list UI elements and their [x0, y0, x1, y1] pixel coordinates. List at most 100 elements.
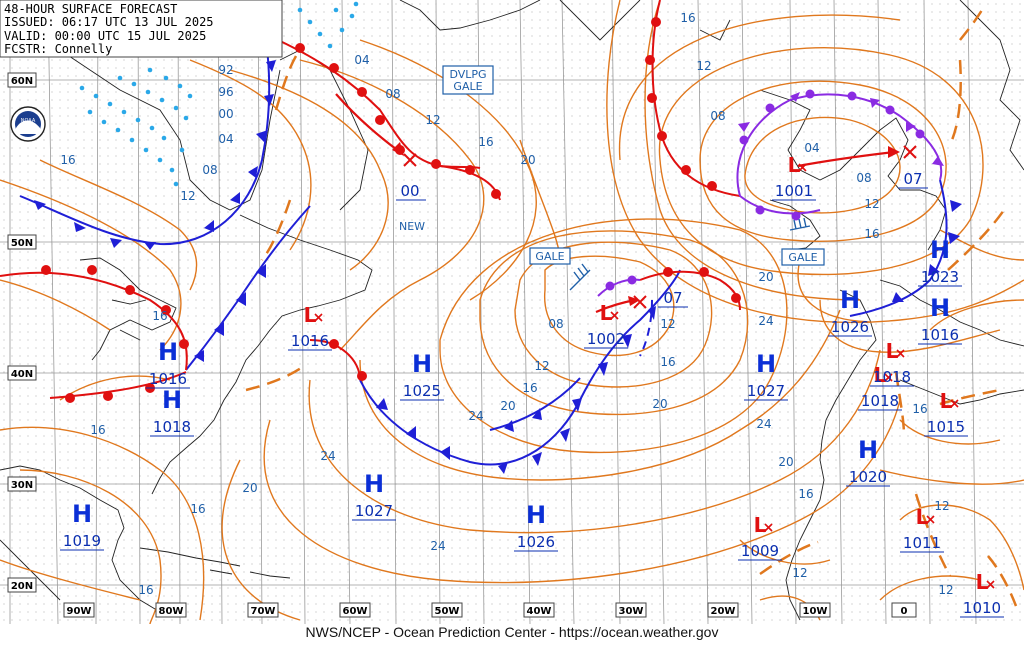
forecast-position-labels: 00 07 07 — [396, 170, 928, 308]
lon-label: 0 — [901, 606, 908, 617]
low-pressure-value: 1018 — [861, 392, 899, 410]
lon-label: 30W — [619, 606, 644, 617]
isobar-label: 16 — [478, 135, 493, 149]
isobar-label: 24 — [758, 314, 773, 328]
high-pressure-symbol: H — [858, 436, 878, 464]
low-pressure-value: 1018 — [873, 368, 911, 386]
isobar-label: 16 — [138, 583, 153, 597]
warning-labels: DVLPG GALE GALE GALE NEW — [399, 65, 825, 266]
trough-purple — [639, 299, 653, 357]
cold-fronts — [19, 39, 962, 474]
low-center-mark — [314, 313, 323, 322]
lon-label: 10W — [803, 606, 828, 617]
low-pressure-symbol: L — [600, 301, 613, 325]
isobar-label: 08 — [202, 163, 217, 177]
isobar-label: 16 — [660, 355, 675, 369]
isobar-label: 08 — [710, 109, 725, 123]
forecast-header: 48-HOUR SURFACE FORECAST ISSUED: 06:17 U… — [0, 0, 283, 58]
lon-label: 80W — [159, 606, 184, 617]
isobar-label: 16 — [60, 153, 75, 167]
isobar-label: 16 — [912, 402, 927, 416]
lat-label: 60N — [11, 76, 33, 87]
low-pressure-symbol: L — [788, 153, 801, 177]
sea-ice — [79, 1, 359, 187]
high-pressure-symbol: H — [840, 286, 860, 314]
isobar-label: 24 — [756, 417, 771, 431]
isobar-label: 24 — [320, 449, 335, 463]
isobar-label: 12 — [425, 113, 440, 127]
high-pressure-value: 1020 — [849, 468, 887, 486]
low-center-mark — [884, 373, 893, 382]
longitude-labels: 90W 80W 70W 60W 50W 40W 30W 20W 10W 0 — [63, 602, 917, 618]
isobar-label: 20 — [500, 399, 515, 413]
isobar-label: 96 — [218, 85, 233, 99]
low-pressure-value: 1011 — [903, 534, 941, 552]
latitude-labels: 60N 50N 40N 30N 20N — [7, 72, 37, 593]
isobar-labels-extra: 16 24 24 20 16 12 12 — [152, 309, 953, 597]
low-pressure-symbol: L — [754, 513, 767, 537]
isobar-label: 08 — [856, 171, 871, 185]
footer-credit: NWS/NCEP - Ocean Prediction Center - htt… — [305, 624, 719, 640]
new-label: NEW — [399, 220, 425, 233]
isobar-label: 16 — [152, 309, 167, 323]
isobar-label: 00 — [218, 107, 233, 121]
isobar-label: 12 — [534, 359, 549, 373]
high-pressure-value: 1027 — [355, 502, 393, 520]
high-pressure-value: 1026 — [831, 318, 869, 336]
isobar-label: 04 — [354, 53, 369, 67]
isobar-label: 20 — [652, 397, 667, 411]
header-title: 48-HOUR SURFACE FORECAST — [4, 2, 177, 16]
high-pressure-value: 1016 — [149, 370, 187, 388]
high-pressure-symbol: H — [930, 236, 950, 264]
high-pressure-symbol: H — [526, 501, 546, 529]
isobar-label: 12 — [660, 317, 675, 331]
header-issued: ISSUED: 06:17 UTC 13 JUL 2025 — [4, 15, 214, 29]
wind-barbs — [569, 217, 811, 291]
low-center-mark — [610, 311, 619, 320]
low-pressure-symbol: L — [304, 303, 317, 327]
isobar-label: 12 — [864, 197, 879, 211]
low-center-mark — [764, 523, 773, 532]
isobar-label: 16 — [680, 11, 695, 25]
low-pressure-symbol: L — [886, 339, 899, 363]
isobar-label: 20 — [758, 270, 773, 284]
lon-label: 20W — [711, 606, 736, 617]
isobar-label: 24 — [430, 539, 445, 553]
header-forecaster: FCSTR: Connelly — [4, 42, 112, 56]
isobar-label: 08 — [385, 87, 400, 101]
noaa-logo-text: NOAA — [21, 118, 36, 124]
isobars — [0, 0, 1024, 624]
low-pressure-value: 1016 — [291, 332, 329, 350]
lat-label: 40N — [11, 369, 33, 380]
high-pressure-symbol: H — [162, 386, 182, 414]
isobar-label: 20 — [520, 153, 535, 167]
high-pressure-symbol: H — [364, 470, 384, 498]
track-arrowheads — [392, 142, 900, 306]
high-pressure-value: 1018 — [153, 418, 191, 436]
low-pressure-value: 1010 — [963, 599, 1001, 617]
gale-label: GALE — [535, 250, 564, 263]
forecast-x-marks — [403, 145, 917, 309]
lat-label: 20N — [11, 581, 33, 592]
isobar-label: 12 — [180, 189, 195, 203]
isobar-label: 12 — [934, 499, 949, 513]
high-pressure-value: 1016 — [921, 326, 959, 344]
lon-label: 40W — [527, 606, 552, 617]
lat-label: 30N — [11, 480, 33, 491]
lon-label: 50W — [435, 606, 460, 617]
isobar-label: 20 — [242, 481, 257, 495]
low-pressure-value: 1015 — [927, 418, 965, 436]
surface-forecast-map: 48-HOUR SURFACE FORECAST ISSUED: 06:17 U… — [0, 0, 1024, 624]
high-pressure-value: 1019 — [63, 532, 101, 550]
isobar-label: 16 — [798, 487, 813, 501]
isobar-label: 16 — [190, 502, 205, 516]
isobar-label: 08 — [548, 317, 563, 331]
forecast-position-label: 07 — [903, 170, 922, 188]
noaa-logo: NOAA — [10, 106, 46, 142]
isobar-label: 12 — [792, 566, 807, 580]
isobar-label: 12 — [696, 59, 711, 73]
low-pressure-symbol: L — [916, 505, 929, 529]
dvlpg-gale-label: DVLPG — [449, 68, 486, 81]
high-pressure-symbol: H — [72, 500, 92, 528]
high-pressure-symbol: H — [158, 338, 178, 366]
